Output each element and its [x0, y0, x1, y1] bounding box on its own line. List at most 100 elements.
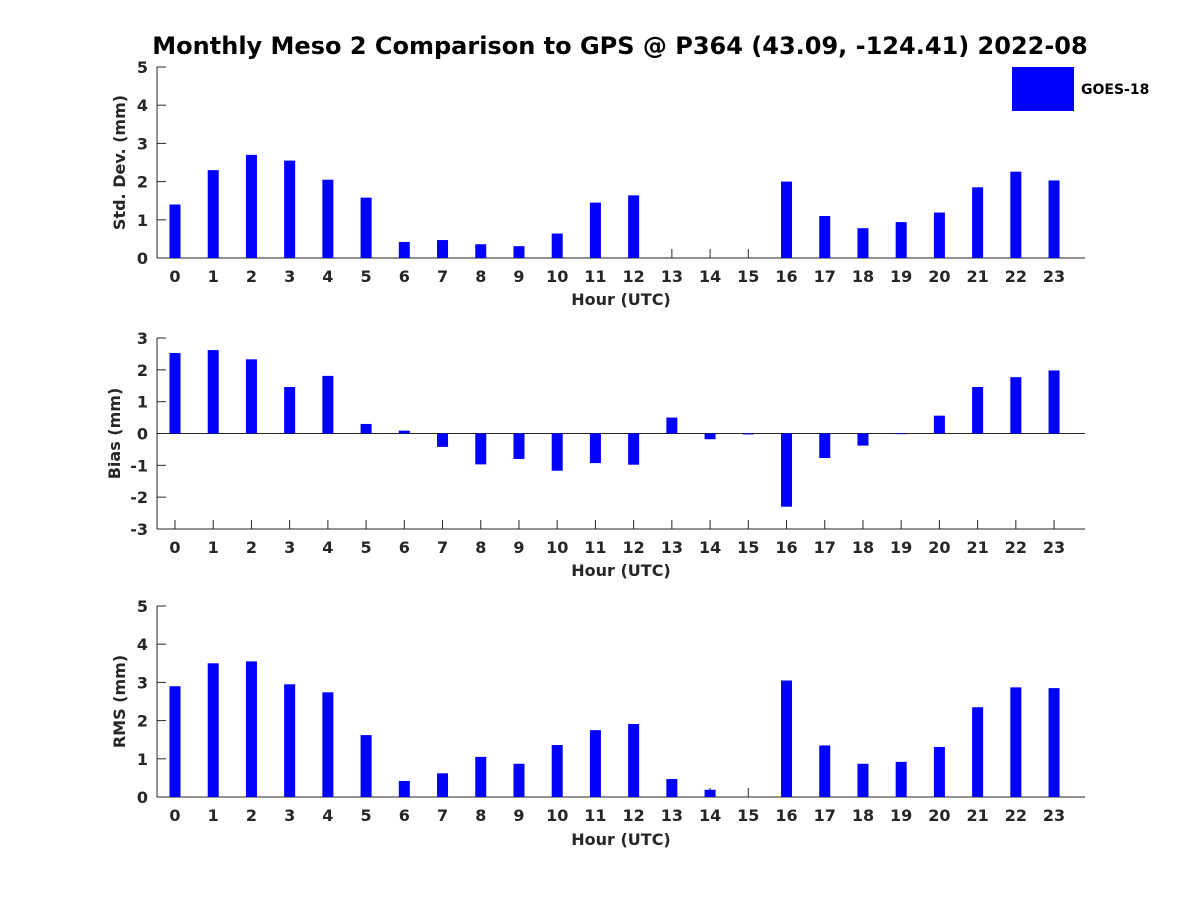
rms-y-tick-label: 3 — [137, 673, 148, 692]
rms-y-tick-label: 4 — [137, 635, 148, 654]
std-dev-x-tick-label: 15 — [737, 267, 759, 286]
bias-bar-hour-10 — [551, 433, 563, 471]
rms-bar-hour-3 — [284, 684, 296, 797]
bias-bar-hour-11 — [589, 433, 601, 464]
rms-y-tick-label: 2 — [137, 712, 148, 731]
std-dev-x-axis-label: Hour (UTC) — [571, 290, 671, 309]
std-dev-y-tick-label: 2 — [137, 173, 148, 192]
bias-x-tick-label: 17 — [814, 538, 836, 557]
rms-x-tick-label: 1 — [208, 806, 219, 825]
bias-bar-hour-1 — [207, 350, 219, 434]
rms-x-tick-label: 2 — [246, 806, 257, 825]
rms-x-tick-label: 10 — [546, 806, 568, 825]
std-dev-x-tick-label: 4 — [322, 267, 333, 286]
bias-bar-hour-3 — [284, 387, 296, 434]
bias-x-axis-label: Hour (UTC) — [571, 561, 671, 580]
bias-bar-hour-7 — [437, 433, 449, 447]
rms-x-tick-label: 4 — [322, 806, 333, 825]
bias-x-tick-label: 9 — [513, 538, 524, 557]
bias-y-tick-label: -2 — [130, 488, 148, 507]
std-dev-y-tick-label: 3 — [137, 134, 148, 153]
bias-bar-hour-19 — [895, 433, 907, 435]
bias-bar-hour-22 — [1010, 377, 1022, 434]
std-dev-x-tick-label: 3 — [284, 267, 295, 286]
rms-x-tick-label: 23 — [1043, 806, 1065, 825]
std-dev-bar-hour-18 — [857, 228, 869, 258]
bias-x-tick-label: 11 — [584, 538, 606, 557]
bias-x-tick-label: 15 — [737, 538, 759, 557]
std-dev-x-tick-label: 23 — [1043, 267, 1065, 286]
std-dev-bar-hour-3 — [284, 160, 296, 258]
bias-x-tick-label: 6 — [399, 538, 410, 557]
std-dev-bar-hour-22 — [1010, 171, 1022, 258]
rms-bar-hour-17 — [819, 745, 831, 797]
rms-x-tick-label: 7 — [437, 806, 448, 825]
bias-bar-hour-14 — [704, 433, 716, 440]
legend-entry-goes-18: GOES-18 — [1081, 82, 1149, 98]
std-dev-y-tick-label: 0 — [137, 249, 148, 268]
bias-bar-hour-13 — [666, 417, 678, 434]
std-dev-bar-hour-8 — [475, 244, 487, 258]
bias-x-tick-label: 23 — [1043, 538, 1065, 557]
bias-x-tick-label: 21 — [966, 538, 988, 557]
rms-x-tick-label: 16 — [775, 806, 797, 825]
rms-bar-hour-23 — [1048, 688, 1060, 797]
rms-x-tick-label: 17 — [814, 806, 836, 825]
rms-bar-hour-18 — [857, 763, 869, 797]
std-dev-bar-hour-5 — [360, 197, 372, 258]
bias-x-tick-label: 16 — [775, 538, 797, 557]
std-dev-x-tick-label: 14 — [699, 267, 721, 286]
std-dev-x-tick-label: 1 — [208, 267, 219, 286]
bias-bar-hour-21 — [972, 387, 984, 434]
rms-bar-hour-16 — [781, 680, 793, 797]
rms-x-tick-label: 0 — [169, 806, 180, 825]
std-dev-x-tick-label: 11 — [584, 267, 606, 286]
rms-bar-hour-8 — [475, 756, 487, 797]
bias-bar-hour-8 — [475, 433, 487, 465]
std-dev-x-tick-label: 9 — [513, 267, 524, 286]
std-dev-y-tick-label: 5 — [137, 58, 148, 77]
bias-x-tick-label: 10 — [546, 538, 568, 557]
bias-bar-hour-12 — [628, 433, 640, 465]
rms-y-axis-label: RMS (mm) — [110, 655, 129, 748]
rms-bar-hour-6 — [398, 780, 410, 797]
rms-bar-hour-2 — [245, 661, 257, 797]
rms-x-tick-label: 12 — [623, 806, 645, 825]
bias-bar-hour-5 — [360, 423, 372, 434]
std-dev-bar-hour-11 — [589, 202, 601, 258]
bias-x-tick-label: 1 — [208, 538, 219, 557]
std-dev-x-tick-label: 10 — [546, 267, 568, 286]
rms-bar-hour-20 — [933, 746, 945, 797]
bias-bar-hour-2 — [245, 359, 257, 434]
bias-bar-hour-18 — [857, 433, 869, 446]
rms-bar-hour-1 — [207, 663, 219, 797]
rms-x-tick-label: 8 — [475, 806, 486, 825]
bias-y-tick-label: -3 — [130, 520, 148, 539]
bias-x-tick-label: 20 — [928, 538, 950, 557]
rms-x-tick-label: 21 — [966, 806, 988, 825]
bias-bar-hour-17 — [819, 433, 831, 459]
bias-x-tick-label: 14 — [699, 538, 721, 557]
rms-x-tick-label: 9 — [513, 806, 524, 825]
std-dev-x-tick-label: 16 — [775, 267, 797, 286]
rms-bar-hour-4 — [322, 692, 334, 797]
std-dev-x-tick-label: 17 — [814, 267, 836, 286]
bias-bar-hour-20 — [933, 415, 945, 434]
std-dev-x-tick-label: 20 — [928, 267, 950, 286]
bias-x-tick-label: 7 — [437, 538, 448, 557]
bias-x-tick-label: 5 — [361, 538, 372, 557]
std-dev-x-tick-label: 13 — [661, 267, 683, 286]
bias-x-tick-label: 22 — [1005, 538, 1027, 557]
rms-x-tick-label: 14 — [699, 806, 721, 825]
std-dev-x-tick-label: 0 — [169, 267, 180, 286]
std-dev-bar-hour-4 — [322, 179, 334, 258]
rms-bar-hour-10 — [551, 745, 563, 797]
bias-y-tick-label: 2 — [137, 361, 148, 380]
std-dev-bar-hour-7 — [437, 240, 449, 258]
bias-x-tick-label: 8 — [475, 538, 486, 557]
std-dev-y-axis-label: Std. Dev. (mm) — [110, 95, 129, 230]
bias-x-tick-label: 2 — [246, 538, 257, 557]
